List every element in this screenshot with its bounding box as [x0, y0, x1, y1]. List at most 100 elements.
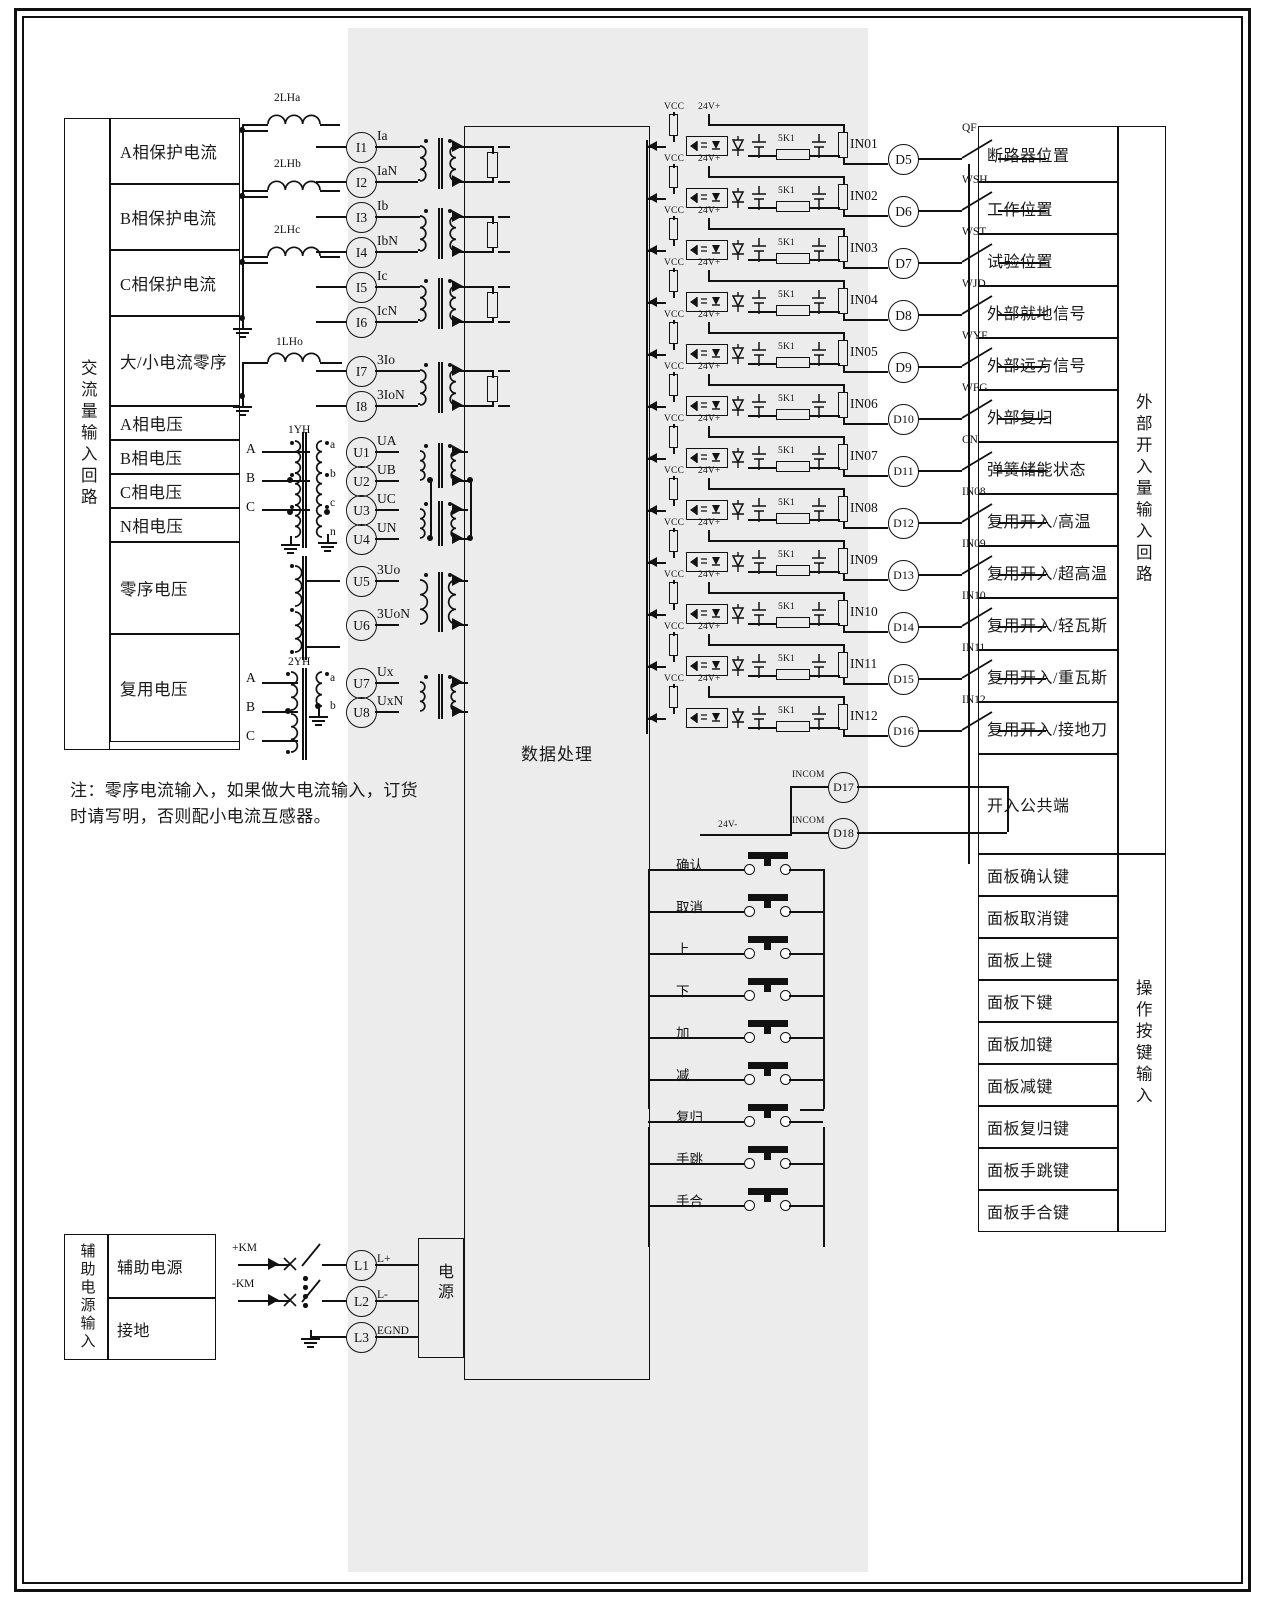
- di-terminal-D7[interactable]: D7: [888, 248, 919, 279]
- wire-h: [375, 216, 418, 218]
- wire-h: [648, 198, 666, 200]
- di-desc-row: 复用开入/超高温: [978, 546, 1118, 598]
- key-contact-left[interactable]: [744, 1032, 755, 1043]
- di-common-terminal-D18[interactable]: D18: [828, 818, 859, 849]
- wire-h: [789, 1205, 823, 1207]
- di-desc-label: 复用开入/重瓦斯: [987, 670, 1108, 687]
- power-signal-label: EGND: [377, 1325, 409, 1337]
- di-common-terminal-D17[interactable]: D17: [828, 772, 859, 803]
- wire-v: [673, 216, 675, 220]
- key-contact-left[interactable]: [744, 906, 755, 917]
- voltage-terminal-U7[interactable]: U7: [346, 668, 377, 699]
- key-stem[interactable]: [764, 901, 771, 908]
- wire-h: [708, 176, 844, 178]
- wire-h: [918, 366, 962, 368]
- current-terminal-I2[interactable]: I2: [346, 167, 377, 198]
- power-terminal-L1[interactable]: L1: [346, 1250, 377, 1281]
- key-cap[interactable]: [748, 1062, 788, 1069]
- di-terminal-D13[interactable]: D13: [888, 560, 919, 591]
- key-cap[interactable]: [748, 852, 788, 859]
- di-terminal-D16[interactable]: D16: [888, 716, 919, 747]
- key-contact-left[interactable]: [744, 1116, 755, 1127]
- key-cap[interactable]: [748, 978, 788, 985]
- ct-label: 2LHa: [274, 92, 301, 104]
- current-terminal-I5[interactable]: I5: [346, 272, 377, 303]
- key-stem[interactable]: [764, 1027, 771, 1034]
- wire-h: [708, 280, 844, 282]
- external-switch-label: IN11: [962, 642, 986, 654]
- key-contact-left[interactable]: [744, 948, 755, 959]
- key-cap[interactable]: [748, 936, 788, 943]
- tvs-diode: [731, 708, 745, 728]
- key-contact-left[interactable]: [744, 1158, 755, 1169]
- key-stem[interactable]: [764, 1111, 771, 1118]
- wire-v: [441, 362, 443, 413]
- current-terminal-I4[interactable]: I4: [346, 237, 377, 268]
- key-stem[interactable]: [764, 1069, 771, 1076]
- junction-dot: [423, 572, 429, 578]
- junction-dot: [467, 477, 473, 483]
- di-terminal-D15[interactable]: D15: [888, 664, 919, 695]
- key-stem[interactable]: [764, 1195, 771, 1202]
- key-cap[interactable]: [748, 1146, 788, 1153]
- wire-h: [320, 190, 340, 192]
- wire-h: [306, 646, 340, 648]
- key-stem[interactable]: [764, 1153, 771, 1160]
- wire-h: [648, 1163, 744, 1165]
- power-terminal-L2[interactable]: L2: [346, 1286, 377, 1317]
- wire-h: [242, 190, 268, 192]
- current-terminal-I8[interactable]: I8: [346, 391, 377, 422]
- voltage-terminal-U4[interactable]: U4: [346, 524, 377, 555]
- di-terminal-D10[interactable]: D10: [888, 404, 919, 435]
- filter-capacitor: [752, 342, 766, 366]
- key-cap[interactable]: [748, 1188, 788, 1195]
- current-terminal-I7[interactable]: I7: [346, 356, 377, 387]
- di-terminal-D5[interactable]: D5: [888, 144, 919, 175]
- di-terminal-D11[interactable]: D11: [888, 456, 919, 487]
- key-stem[interactable]: [764, 985, 771, 992]
- voltage-terminal-U2[interactable]: U2: [346, 466, 377, 497]
- di-terminal-D14[interactable]: D14: [888, 612, 919, 643]
- key-cap[interactable]: [748, 1020, 788, 1027]
- wire-v: [843, 210, 845, 215]
- key-desc-row: 面板上键: [978, 938, 1118, 980]
- wire-v: [708, 478, 710, 488]
- current-terminal-I3[interactable]: I3: [346, 202, 377, 233]
- wire-v: [492, 216, 494, 224]
- voltage-terminal-U8[interactable]: U8: [346, 697, 377, 728]
- wire-h: [316, 370, 346, 372]
- di-terminal-D8[interactable]: D8: [888, 300, 919, 331]
- wire-v: [418, 370, 420, 372]
- terminal-label: U1: [353, 444, 370, 460]
- wire-h: [843, 683, 888, 685]
- di-terminal-D12[interactable]: D12: [888, 508, 919, 539]
- wire-h: [242, 130, 268, 132]
- optocoupler: [686, 344, 728, 364]
- phase-input-label: C: [246, 499, 256, 514]
- wire-v: [843, 592, 845, 600]
- external-switch-label: WFG: [962, 382, 988, 394]
- di-terminal-D9[interactable]: D9: [888, 352, 919, 383]
- key-stem[interactable]: [764, 859, 771, 866]
- junction-dot: [447, 674, 453, 680]
- power-terminal-L3[interactable]: L3: [346, 1322, 377, 1353]
- voltage-terminal-U6[interactable]: U6: [346, 610, 377, 641]
- key-cap[interactable]: [748, 894, 788, 901]
- external-di-vertical-label: 外部开入量输入回路: [1118, 126, 1166, 854]
- di-terminal-D6[interactable]: D6: [888, 196, 919, 227]
- key-contact-left[interactable]: [744, 864, 755, 875]
- voltage-terminal-U5[interactable]: U5: [346, 566, 377, 597]
- key-stem[interactable]: [764, 943, 771, 950]
- key-contact-left[interactable]: [744, 990, 755, 1001]
- voltage-terminal-U1[interactable]: U1: [346, 437, 377, 468]
- key-contact-left[interactable]: [744, 1200, 755, 1211]
- wire-v: [1046, 574, 1048, 575]
- current-terminal-I6[interactable]: I6: [346, 307, 377, 338]
- current-terminal-I1[interactable]: I1: [346, 132, 377, 163]
- wire-h: [648, 1079, 744, 1081]
- wire-h: [375, 480, 399, 482]
- vcc-label: VCC: [664, 518, 685, 528]
- voltage-terminal-U3[interactable]: U3: [346, 495, 377, 526]
- key-cap[interactable]: [748, 1104, 788, 1111]
- key-contact-left[interactable]: [744, 1074, 755, 1085]
